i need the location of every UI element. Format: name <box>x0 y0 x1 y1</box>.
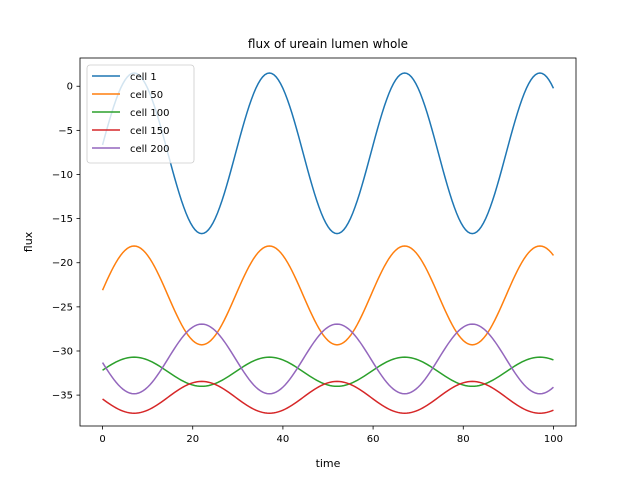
series-line-cell-1 <box>101 72 555 235</box>
y-tick-label: −15 <box>52 214 73 225</box>
x-tick-label: 60 <box>367 434 380 445</box>
plot-frame <box>79 57 577 427</box>
series-line-cell-200 <box>101 323 554 395</box>
x-tick-label: 20 <box>186 434 199 445</box>
legend-label: cell 150 <box>130 126 169 137</box>
series-line-cell-150 <box>102 380 554 414</box>
legend-label: cell 50 <box>130 90 163 101</box>
legend-label: cell 200 <box>130 144 169 155</box>
y-tick-label: −35 <box>52 391 73 402</box>
y-tick-label: −5 <box>58 126 73 137</box>
series-lines <box>101 72 555 414</box>
y-tick-label: −25 <box>52 302 73 313</box>
x-axis-label: time <box>316 457 341 470</box>
legend: cell 1 cell 50 cell 100 cell 150 cell 200 <box>86 64 195 164</box>
y-tick-label: 0 <box>67 82 73 93</box>
y-axis-ticks: 0 −5 −10 −15 −20 −25 −30 −35 <box>52 82 80 402</box>
x-axis-ticks: 0 20 40 60 80 100 <box>99 426 563 445</box>
legend-box <box>86 64 195 164</box>
x-tick-label: 40 <box>277 434 290 445</box>
series-line-cell-50 <box>101 245 555 346</box>
legend-label: cell 1 <box>130 72 157 83</box>
y-tick-label: −20 <box>52 258 73 269</box>
y-axis-label: flux <box>22 231 35 252</box>
chart-title: flux of ureain lumen whole <box>248 37 408 51</box>
series-line-cell-100 <box>102 356 554 388</box>
x-tick-label: 100 <box>544 434 563 445</box>
y-tick-label: −10 <box>52 170 73 181</box>
legend-label: cell 100 <box>130 108 169 119</box>
x-tick-label: 80 <box>457 434 470 445</box>
y-tick-label: −30 <box>52 346 73 357</box>
x-tick-label: 0 <box>99 434 105 445</box>
